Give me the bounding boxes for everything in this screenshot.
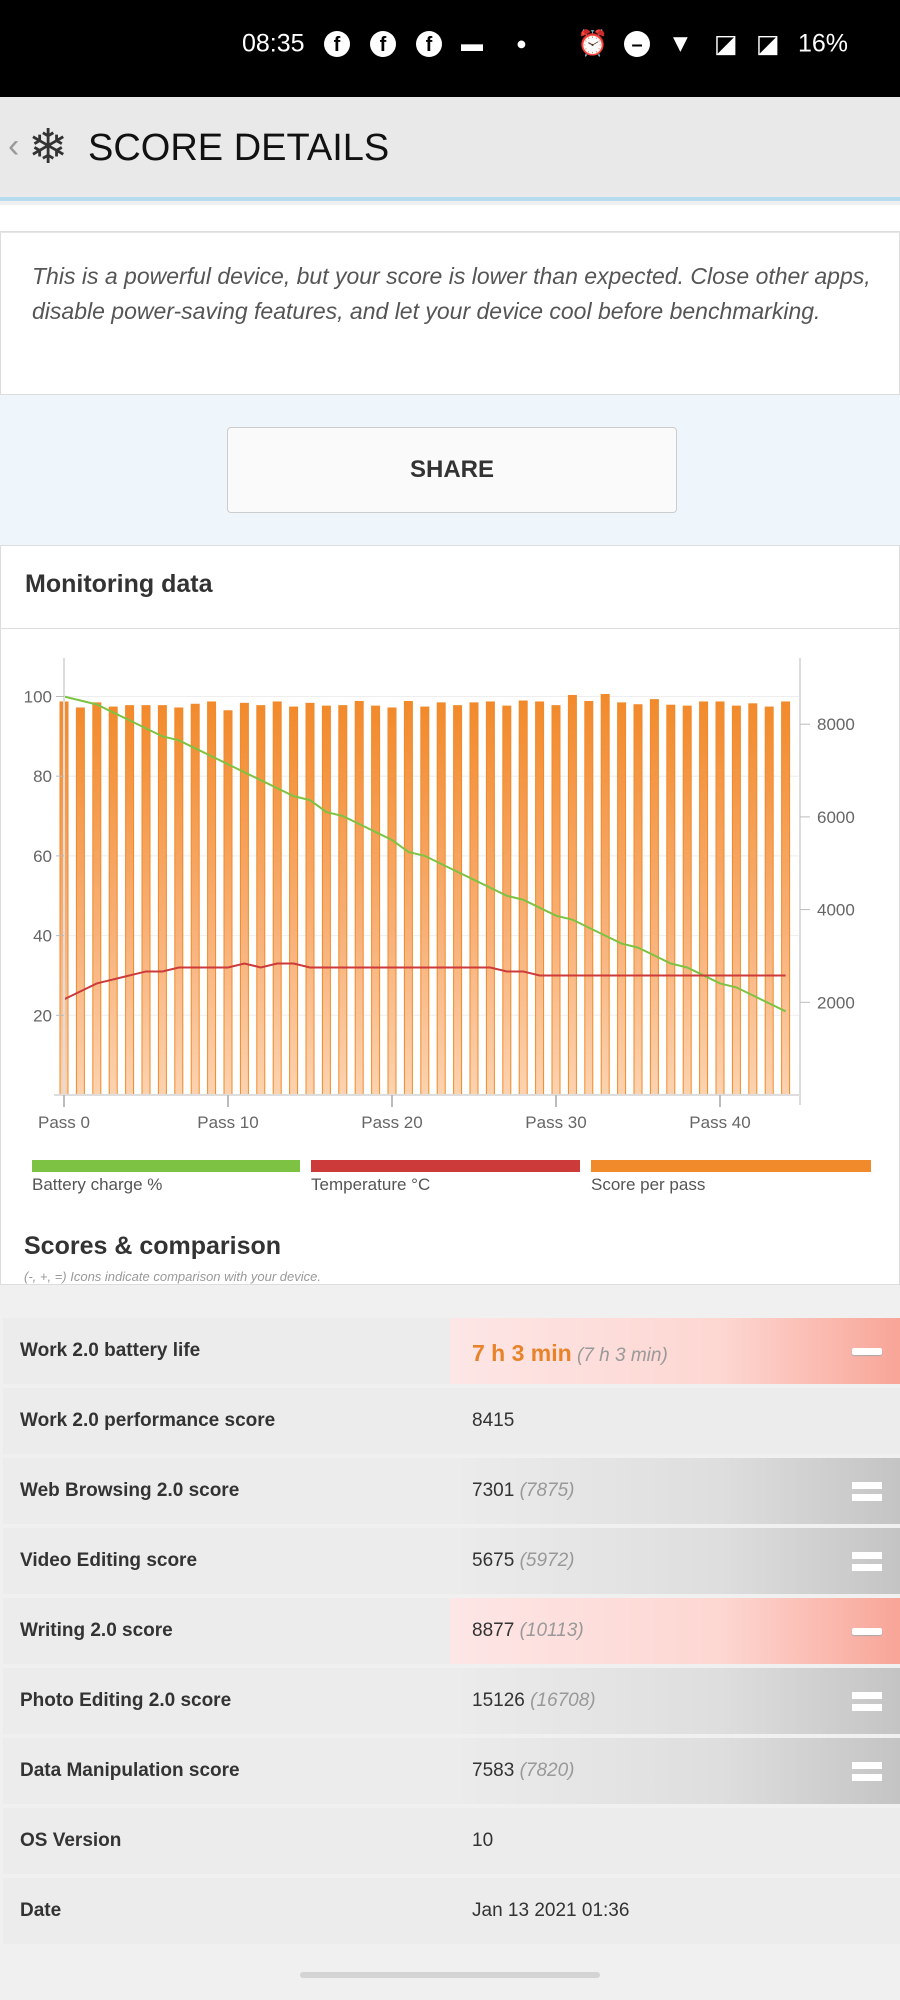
score-value-line: 8415	[472, 1410, 514, 1432]
scores-note: (-, +, =) Icons indicate comparison with…	[24, 1269, 321, 1284]
facebook-icon: f	[416, 31, 442, 57]
comparison-value: (7875)	[519, 1480, 575, 1501]
score-value-cell: 5675 (5972)	[450, 1528, 900, 1594]
share-area: SHARE	[0, 395, 900, 545]
score-value: Jan 13 2021 01:36	[472, 1900, 630, 1921]
score-row: Work 2.0 performance score 8415	[3, 1388, 900, 1454]
equal-icon	[852, 1692, 882, 1711]
comparison-value: (7820)	[519, 1760, 575, 1781]
equal-icon	[852, 1482, 882, 1501]
minus-icon	[852, 1628, 882, 1635]
score-value: 7583	[472, 1760, 515, 1781]
facebook-icon: f	[324, 31, 350, 57]
legend-score: Score per pass	[591, 1175, 706, 1194]
score-value-cell: 15126 (16708)	[450, 1668, 900, 1734]
score-label: Writing 2.0 score	[20, 1620, 173, 1641]
alarm-icon: ⏰	[577, 29, 609, 58]
advice-text: This is a powerful device, but your scor…	[32, 263, 871, 324]
score-row: Work 2.0 battery life 7 h 3 min (7 h 3 m…	[3, 1318, 900, 1384]
score-value-line: Jan 13 2021 01:36	[472, 1900, 629, 1922]
no-sim-icon: ◪	[714, 30, 738, 58]
score-value-line: 7 h 3 min (7 h 3 min)	[472, 1340, 668, 1367]
app-header: ‹ ❄ SCORE DETAILS	[0, 97, 900, 201]
facebook-icon: f	[370, 31, 396, 57]
monitoring-title: Monitoring data	[25, 570, 213, 598]
score-label: Date	[20, 1900, 62, 1921]
legend-swatch-score	[591, 1160, 871, 1172]
monitoring-card: Monitoring data	[0, 545, 900, 1285]
back-chevron-icon[interactable]: ‹	[8, 127, 20, 165]
card-top	[0, 205, 900, 232]
divider	[1, 628, 899, 629]
score-value: 8877	[472, 1620, 515, 1641]
score-value: 5675	[472, 1550, 515, 1571]
score-value: 8415	[472, 1410, 515, 1431]
score-value-cell: 7583 (7820)	[450, 1738, 900, 1804]
score-label: Photo Editing 2.0 score	[20, 1690, 232, 1711]
clock: 08:35	[242, 29, 305, 58]
legend-swatch-temperature	[311, 1160, 580, 1172]
comparison-value: (7 h 3 min)	[576, 1345, 668, 1366]
legend-swatch-battery	[32, 1160, 300, 1172]
score-row: Video Editing score 5675 (5972)	[3, 1528, 900, 1594]
score-row: Web Browsing 2.0 score 7301 (7875)	[3, 1458, 900, 1524]
score-value-line: 5675 (5972)	[472, 1550, 574, 1572]
cast-icon: ▬	[461, 31, 483, 56]
snowflake-icon: ❄	[28, 121, 69, 174]
no-sim-icon: ◪	[756, 30, 780, 58]
battery-percent: 16%	[798, 29, 849, 58]
score-label: Web Browsing 2.0 score	[20, 1480, 240, 1501]
score-value: 7301	[472, 1480, 515, 1501]
comparison-value: (16708)	[530, 1690, 596, 1711]
score-row: Photo Editing 2.0 score 15126 (16708)	[3, 1668, 900, 1734]
minus-icon	[852, 1348, 882, 1355]
score-value-cell: 7301 (7875)	[450, 1458, 900, 1524]
wifi-icon: ▼	[668, 29, 693, 58]
score-label: Work 2.0 battery life	[20, 1340, 201, 1361]
score-label: Data Manipulation score	[20, 1760, 240, 1781]
score-value-cell: 7 h 3 min (7 h 3 min)	[450, 1318, 900, 1384]
score-row: Data Manipulation score 7583 (7820)	[3, 1738, 900, 1804]
page-title: SCORE DETAILS	[88, 127, 390, 169]
share-button[interactable]: SHARE	[227, 427, 677, 513]
equal-icon	[852, 1762, 882, 1781]
score-value-cell: 8877 (10113)	[450, 1598, 900, 1664]
dot-icon: ●	[516, 33, 527, 54]
legend-battery: Battery charge %	[32, 1175, 163, 1194]
dnd-icon: –	[624, 31, 650, 57]
legend-temperature: Temperature °C	[311, 1175, 431, 1194]
status-bar: 08:35 f f f ▬ ● ⏰ – ▼ ◪ ◪ 16%	[0, 0, 900, 97]
score-value-line: 10	[472, 1830, 493, 1852]
score-value-line: 8877 (10113)	[472, 1620, 584, 1642]
score-label: Video Editing score	[20, 1550, 198, 1571]
score-label: OS Version	[20, 1830, 122, 1851]
score-value-cell: 8415	[450, 1388, 900, 1454]
score-row: Writing 2.0 score 8877 (10113)	[3, 1598, 900, 1664]
score-row: OS Version 10	[3, 1808, 900, 1874]
score-value-cell: 10	[450, 1808, 900, 1874]
score-value-line: 7301 (7875)	[472, 1480, 574, 1502]
comparison-value: (10113)	[519, 1620, 584, 1641]
score-value-cell: Jan 13 2021 01:36	[450, 1878, 900, 1944]
advice-card: This is a powerful device, but your scor…	[0, 232, 900, 395]
score-label: Work 2.0 performance score	[20, 1410, 276, 1431]
score-value-line: 15126 (16708)	[472, 1690, 596, 1712]
comparison-value: (5972)	[519, 1550, 575, 1571]
score-value: 10	[472, 1830, 494, 1851]
score-value: 15126	[472, 1690, 525, 1711]
score-value: 7 h 3 min	[472, 1340, 572, 1366]
score-value-line: 7583 (7820)	[472, 1760, 574, 1782]
scores-title: Scores & comparison	[24, 1232, 282, 1260]
score-row: Date Jan 13 2021 01:36	[3, 1878, 900, 1944]
equal-icon	[852, 1552, 882, 1571]
gesture-bar[interactable]	[300, 1972, 600, 1978]
